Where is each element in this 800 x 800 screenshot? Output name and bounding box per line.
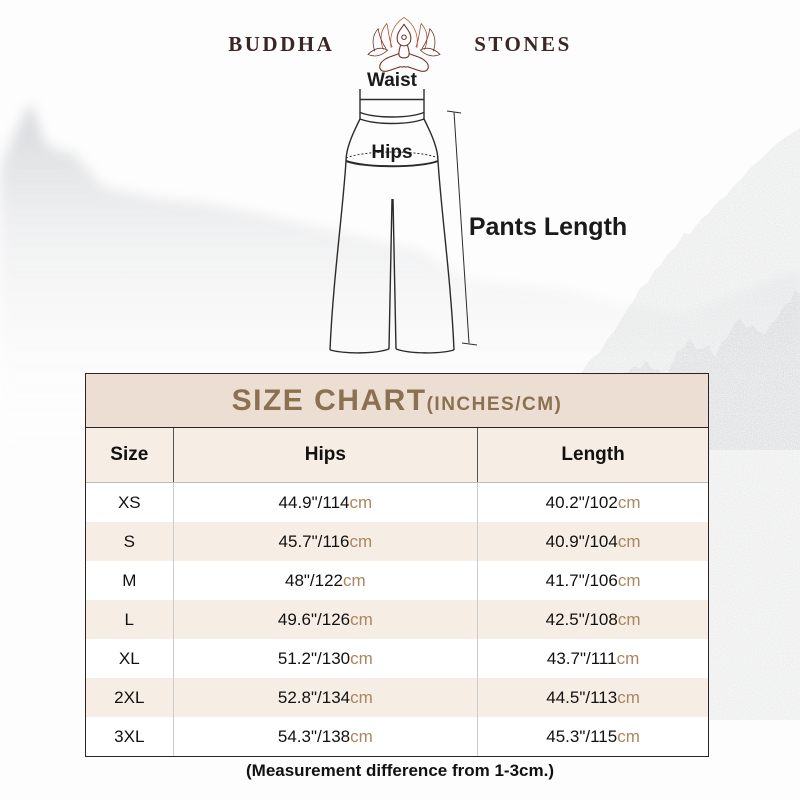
svg-text:Pants Length: Pants Length xyxy=(469,213,627,241)
svg-text:Hips: Hips xyxy=(371,142,412,163)
svg-text:Waist: Waist xyxy=(367,70,418,91)
